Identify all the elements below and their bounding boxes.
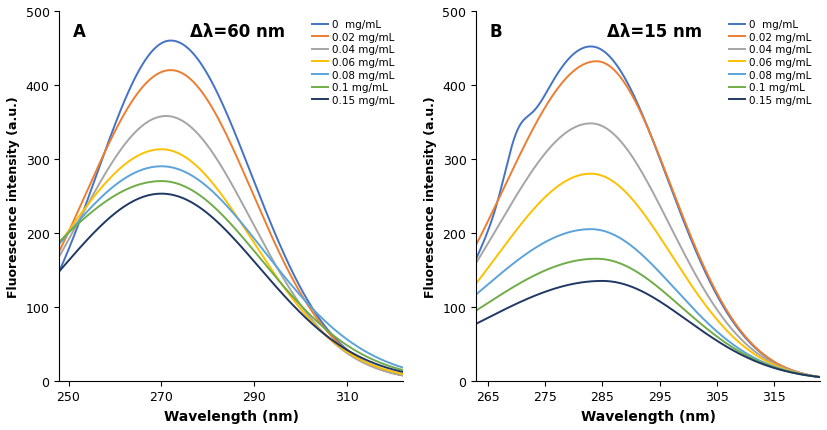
- Text: A: A: [73, 23, 86, 41]
- Legend: 0  mg/mL, 0.02 mg/mL, 0.04 mg/mL, 0.06 mg/mL, 0.08 mg/mL, 0.1 mg/mL, 0.15 mg/mL: 0 mg/mL, 0.02 mg/mL, 0.04 mg/mL, 0.06 mg…: [726, 17, 815, 109]
- X-axis label: Wavelength (nm): Wavelength (nm): [581, 409, 715, 423]
- Text: Δλ=15 nm: Δλ=15 nm: [608, 23, 703, 41]
- Legend: 0  mg/mL, 0.02 mg/mL, 0.04 mg/mL, 0.06 mg/mL, 0.08 mg/mL, 0.1 mg/mL, 0.15 mg/mL: 0 mg/mL, 0.02 mg/mL, 0.04 mg/mL, 0.06 mg…: [309, 17, 398, 109]
- Text: Δλ=60 nm: Δλ=60 nm: [190, 23, 285, 41]
- Y-axis label: Fluorescence intensity (a.u.): Fluorescence intensity (a.u.): [424, 96, 437, 297]
- Text: B: B: [490, 23, 503, 41]
- X-axis label: Wavelength (nm): Wavelength (nm): [164, 409, 299, 423]
- Y-axis label: Fluorescence intensity (a.u.): Fluorescence intensity (a.u.): [7, 96, 20, 297]
